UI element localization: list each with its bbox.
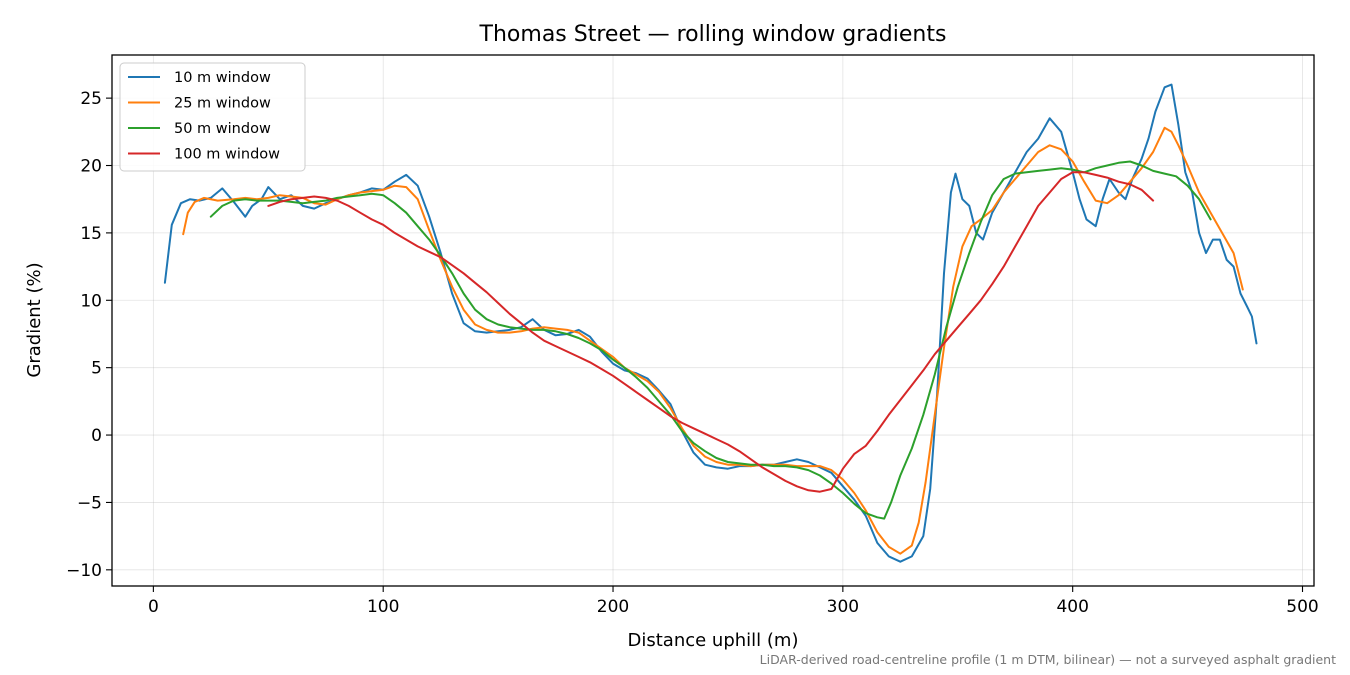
- y-tick-label: −10: [66, 561, 102, 581]
- y-tick-label: 20: [80, 157, 102, 177]
- legend-box: [119, 62, 306, 172]
- plot-frame: [111, 54, 1315, 587]
- footnote: LiDAR-derived road-centreline profile (1…: [760, 652, 1336, 667]
- y-tick-label: 15: [80, 224, 102, 244]
- axis-ticks: 0 100 200 300 400 500 −10 −5 0 5 10 15 20 25: [66, 89, 1319, 617]
- series-lines: [163, 83, 1258, 563]
- y-tick-label: 0: [91, 426, 102, 446]
- x-tick-label: 500: [1286, 597, 1318, 617]
- x-tick-label: 200: [597, 597, 629, 617]
- y-tick-label: 5: [91, 359, 102, 379]
- x-tick-label: 300: [827, 597, 859, 617]
- y-tick-label: 10: [80, 291, 102, 311]
- x-axis-label: Distance uphill (m): [628, 630, 799, 651]
- x-tick-label: 100: [367, 597, 399, 617]
- series-line-4: [267, 171, 1155, 493]
- x-tick-label: 0: [148, 597, 159, 617]
- y-tick-label: 25: [80, 89, 102, 109]
- legend-label: 100 m window: [174, 147, 280, 163]
- y-tick-label: −5: [77, 493, 102, 513]
- y-axis-label: Gradient (%): [24, 262, 45, 377]
- series-line-2: [182, 126, 1244, 555]
- legend-label: 25 m window: [174, 96, 271, 112]
- legend-label: 50 m window: [174, 121, 271, 137]
- legend-label: 10 m window: [174, 70, 271, 86]
- legend: 10 m window 25 m window 50 m window 100 m w…: [119, 62, 306, 172]
- grid: [112, 55, 1314, 586]
- series-line-3: [209, 160, 1212, 520]
- chart-title: Thomas Street — rolling window gradients: [479, 22, 947, 47]
- series-line-1: [163, 83, 1258, 563]
- x-tick-label: 400: [1056, 597, 1088, 617]
